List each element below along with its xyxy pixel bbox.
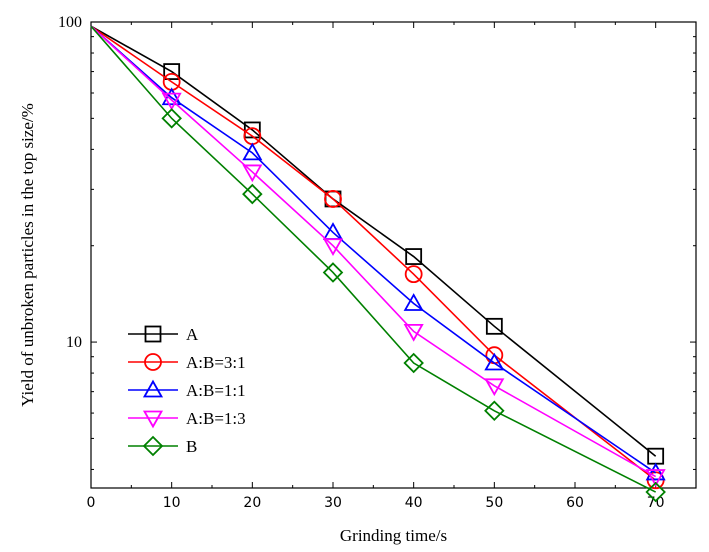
legend-label: A:B=1:1 (186, 381, 246, 400)
x-tick-label: 50 (485, 495, 503, 511)
legend-label: A:B=3:1 (186, 353, 246, 372)
legend-item: B (128, 435, 197, 457)
x-tick-label: 10 (163, 495, 181, 511)
data-point (645, 481, 666, 503)
legend-item: A:B=3:1 (128, 353, 246, 372)
series-line (90, 25, 657, 457)
x-tick-label: 30 (324, 495, 342, 511)
data-point (163, 63, 181, 80)
legend: A A:B=3:1 A:B=1:1 A:B=1:3 B (128, 325, 246, 457)
data-point (403, 352, 424, 374)
plot-frame (90, 21, 697, 489)
series-3 (90, 25, 666, 487)
data-point (404, 265, 423, 284)
data-point (243, 121, 261, 139)
legend-label: A:B=1:3 (186, 409, 246, 428)
data-point (403, 323, 424, 342)
x-axis-title: Grinding time/s (340, 526, 447, 545)
legend-item: A (128, 325, 199, 344)
data-point (645, 462, 666, 481)
series-line (90, 25, 657, 478)
x-tick-label: 70 (647, 495, 665, 511)
legend-marker (144, 325, 162, 343)
y-tick-label: 10 (66, 334, 82, 351)
data-point (484, 400, 505, 422)
legend-item: A:B=1:1 (128, 379, 246, 400)
legend-marker (144, 353, 162, 371)
series-line (90, 25, 657, 474)
data-point (484, 378, 505, 397)
x-tick-label: 40 (405, 495, 423, 511)
data-point (645, 469, 666, 487)
legend-marker (142, 435, 164, 457)
data-point (403, 293, 424, 311)
data-point (484, 352, 505, 371)
legend-label: B (186, 437, 197, 456)
data-point (242, 183, 263, 205)
legend-marker (142, 379, 164, 398)
legend-item: A:B=1:3 (128, 409, 246, 429)
series-4 (90, 25, 666, 503)
legend-marker (142, 410, 164, 429)
data-point (161, 92, 182, 111)
data-point (242, 142, 263, 161)
y-axis-title: Yield of unbroken particles in the top s… (18, 103, 37, 407)
series-0 (90, 25, 665, 465)
data-point (322, 262, 344, 283)
y-tick-label: 100 (58, 14, 82, 31)
x-tick-label: 60 (566, 495, 584, 511)
data-point (322, 238, 344, 257)
plot-area: 0 10 20 30 40 50 60 70 10 100 (58, 14, 697, 511)
series-line (90, 25, 657, 493)
legend-label: A (186, 325, 199, 344)
data-point (485, 317, 503, 335)
x-tick-label: 20 (243, 495, 261, 511)
data-point (324, 190, 342, 208)
data-point (242, 164, 263, 183)
data-point (405, 248, 423, 265)
x-tick-label: 0 (87, 495, 96, 511)
data-point (161, 108, 182, 129)
